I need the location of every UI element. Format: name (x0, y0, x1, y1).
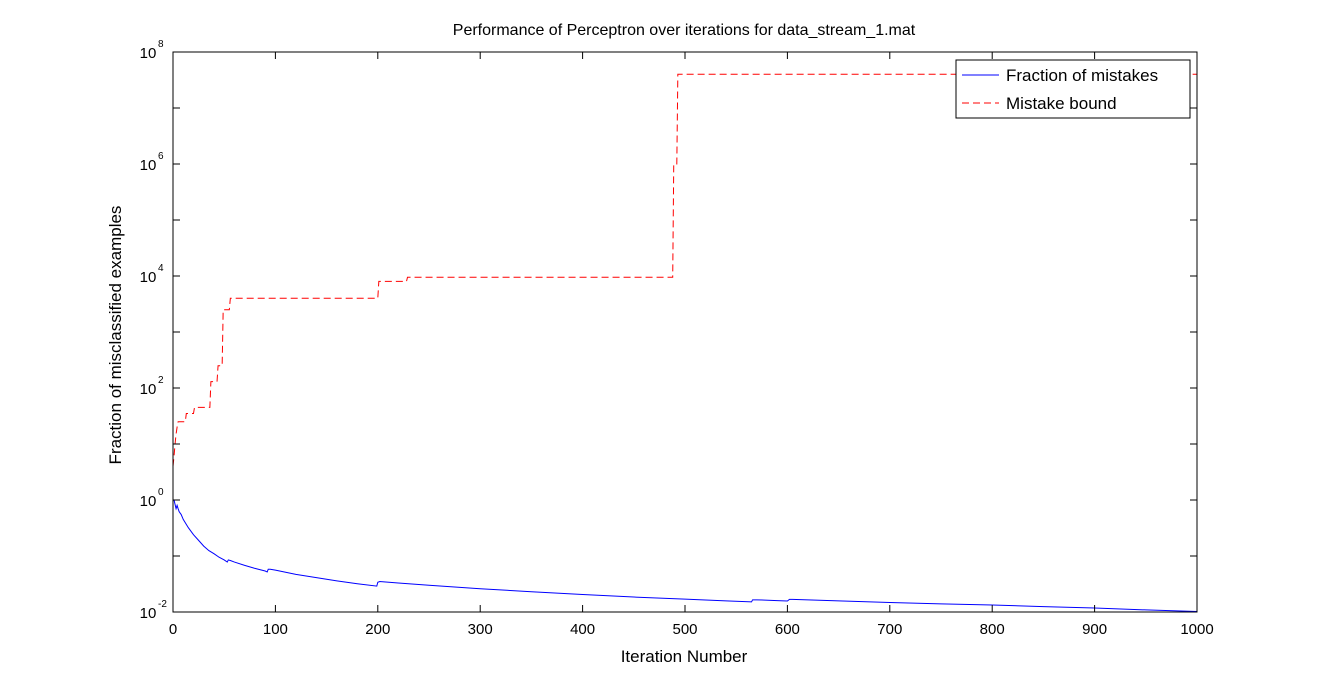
chart-title: Performance of Perceptron over iteration… (453, 22, 916, 39)
y-tick-exponent: 8 (158, 39, 164, 50)
x-tick-label: 100 (263, 621, 288, 638)
x-tick-label: 400 (570, 621, 595, 638)
y-axis-title: Fraction of misclassified examples (106, 206, 125, 465)
x-tick-label: 500 (672, 621, 697, 638)
y-tick-label: 102 (140, 375, 164, 398)
x-tick-label: 800 (980, 621, 1005, 638)
plot-background (173, 52, 1197, 612)
y-tick-label: 100 (140, 487, 164, 510)
x-tick-label: 1000 (1180, 621, 1213, 638)
y-tick-exponent: 0 (158, 487, 164, 498)
plot-area (172, 51, 1198, 613)
y-tick-exponent: 2 (158, 375, 164, 386)
y-tick-base: 10 (140, 493, 157, 510)
y-tick-label: 108 (140, 39, 164, 62)
x-tick-label: 900 (1082, 621, 1107, 638)
series-line-fraction-of-mistakes (173, 499, 1198, 613)
series-line-mistake-bound (172, 73, 1197, 467)
legend: Fraction of mistakes Mistake bound (955, 59, 1191, 119)
y-tick-base: 10 (140, 269, 157, 286)
x-tick-labels: 0 100 200 300 400 500 600 700 800 900 1000 (169, 621, 1214, 638)
y-tick-exponent: -2 (158, 599, 167, 610)
y-tick-exponent: 6 (158, 151, 164, 162)
y-tick-base: 10 (140, 605, 157, 622)
series-layer (172, 73, 1198, 613)
ticks-layer (172, 51, 1198, 613)
x-tick-label: 700 (877, 621, 902, 638)
y-tick-base: 10 (140, 45, 157, 62)
y-tick-base: 10 (140, 157, 157, 174)
y-tick-label: 104 (140, 263, 164, 286)
x-tick-label: 300 (468, 621, 493, 638)
y-tick-label: 10-2 (140, 599, 168, 622)
y-tick-exponent: 4 (158, 263, 164, 274)
x-tick-label: 200 (365, 621, 390, 638)
x-axis-title: Iteration Number (621, 647, 748, 666)
y-tick-label: 106 (140, 151, 164, 174)
legend-label-mistake-bound: Mistake bound (1006, 94, 1117, 113)
legend-label-fraction-of-mistakes: Fraction of mistakes (1006, 66, 1158, 85)
y-tick-base: 10 (140, 381, 157, 398)
x-tick-label: 0 (169, 621, 177, 638)
legend-box (955, 59, 1191, 119)
x-tick-label: 600 (775, 621, 800, 638)
